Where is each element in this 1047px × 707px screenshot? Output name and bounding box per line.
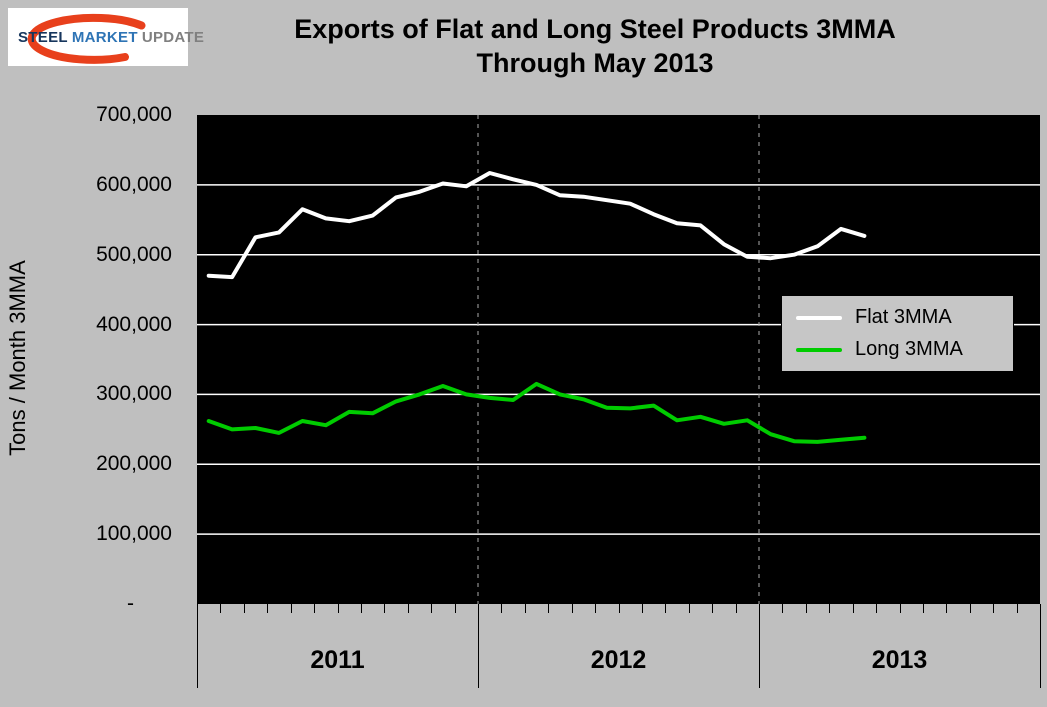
x-axis-month-tick <box>407 604 409 613</box>
x-axis-month-tick <box>501 604 503 613</box>
series-long-3mma <box>206 381 867 444</box>
y-axis-title: Tons / Month 3MMA <box>5 260 30 456</box>
x-axis-month-tick <box>876 604 878 613</box>
chart-title-line2: Through May 2013 <box>476 48 714 78</box>
logo-swoosh-icon <box>27 13 146 64</box>
chart-title: Exports of Flat and Long Steel Products … <box>170 12 1020 80</box>
x-axis-month-tick <box>946 604 948 613</box>
series-flat-3mma <box>206 171 867 280</box>
x-axis-month-tick <box>805 604 807 613</box>
long-line-swatch <box>796 347 842 352</box>
x-axis-month-tick <box>1016 604 1018 613</box>
y-tick-label: 300,000 <box>96 382 172 406</box>
y-tick-label: 100,000 <box>96 522 172 546</box>
x-axis-month-tick <box>524 604 526 613</box>
x-axis-month-tick <box>384 604 386 613</box>
legend-item-flat: Flat 3MMA <box>796 306 999 329</box>
x-axis-year-divider <box>478 604 479 688</box>
x-axis-month-tick <box>314 604 316 613</box>
x-axis-month-tick <box>969 604 971 613</box>
x-year-label: 2013 <box>871 646 928 674</box>
x-axis-month-tick <box>571 604 573 613</box>
x-axis-month-tick <box>290 604 292 613</box>
x-axis-month-tick <box>922 604 924 613</box>
x-axis-year-divider <box>197 604 198 688</box>
logo-word-market: MARKET <box>71 29 138 46</box>
y-tick-label: 400,000 <box>96 312 172 336</box>
logo-word-update: UPDATE <box>141 29 205 46</box>
legend-label-long: Long 3MMA <box>855 338 963 360</box>
x-axis-month-tick <box>735 604 737 613</box>
x-axis-year-divider <box>1040 604 1041 688</box>
legend: Flat 3MMA Long 3MMA <box>781 295 1014 372</box>
x-axis-month-tick <box>360 604 362 613</box>
x-axis-month-tick <box>899 604 901 613</box>
x-axis-month-tick <box>993 604 995 613</box>
x-axis-month-tick <box>852 604 854 613</box>
x-axis-month-tick <box>665 604 667 613</box>
x-axis-month-tick <box>337 604 339 613</box>
y-tick-label: - <box>127 592 134 615</box>
x-axis-month-tick <box>243 604 245 613</box>
x-axis-year-divider <box>759 604 760 688</box>
legend-item-long: Long 3MMA <box>796 338 999 361</box>
x-axis-month-tick <box>267 604 269 613</box>
x-axis-month-tick <box>688 604 690 613</box>
logo-text: STEEL MARKET UPDATE <box>18 29 208 46</box>
chart-series-svg <box>197 115 1040 604</box>
x-axis-month-tick <box>782 604 784 613</box>
x-axis-month-tick <box>712 604 714 613</box>
x-year-label: 2011 <box>310 646 365 674</box>
flat-line-swatch <box>796 315 842 320</box>
logo-word-steel: STEEL <box>18 29 68 46</box>
plot-area: Flat 3MMA Long 3MMA <box>197 115 1040 604</box>
x-axis-month-tick <box>829 604 831 613</box>
x-axis-month-tick <box>220 604 222 613</box>
x-axis-month-tick <box>618 604 620 613</box>
chart-title-line1: Exports of Flat and Long Steel Products … <box>294 14 896 44</box>
x-axis-month-tick <box>641 604 643 613</box>
x-axis-month-tick <box>595 604 597 613</box>
y-tick-label: 700,000 <box>96 103 172 126</box>
smu-logo: STEEL MARKET UPDATE <box>8 8 204 66</box>
legend-label-flat: Flat 3MMA <box>855 306 952 328</box>
x-axis-month-tick <box>454 604 456 613</box>
y-tick-label: 600,000 <box>96 172 172 196</box>
x-year-label: 2012 <box>590 646 647 674</box>
x-axis-month-tick <box>548 604 550 613</box>
x-axis-month-tick <box>431 604 433 613</box>
y-tick-label: 500,000 <box>96 242 172 266</box>
y-tick-label: 200,000 <box>96 452 172 476</box>
